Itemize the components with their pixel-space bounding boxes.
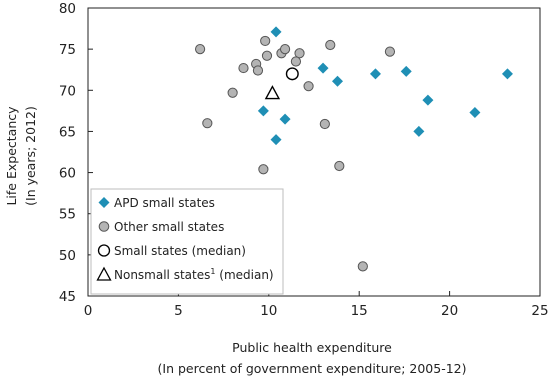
other-small-state-point [227, 87, 238, 98]
legend: APD small states Other small states Smal… [90, 188, 284, 295]
tick-labels: 0 5 10 15 20 25 45 50 55 60 65 70 75 80 [59, 1, 549, 319]
y-tick-label: 65 [59, 124, 76, 140]
apd-small-state-point [369, 68, 381, 80]
x-tick-label: 15 [351, 303, 368, 319]
legend-item-nonsmall-states-median: Nonsmall states1 (median) [96, 266, 274, 282]
axes [87, 7, 541, 297]
other-small-state-point [260, 35, 271, 47]
y-tick-label: 70 [59, 83, 76, 99]
other-small-state-point [319, 118, 330, 130]
other-small-state-point [258, 164, 269, 175]
legend-label-superscript: 1 [210, 267, 215, 276]
other-small-state-point [261, 50, 273, 61]
other-small-state-point [202, 118, 213, 129]
y-tick-label: 75 [59, 42, 76, 58]
other-small-state-point [252, 65, 264, 76]
apd-small-state-point [400, 65, 412, 77]
nonsmall-states-median-point [264, 85, 281, 100]
apd-small-state-point [422, 94, 434, 106]
other-small-state-point [325, 39, 336, 51]
legend-label-main: Nonsmall states [114, 268, 210, 282]
other-small-state-point [334, 160, 345, 172]
x-tick-label: 10 [260, 303, 277, 319]
other-small-state-point [279, 44, 291, 55]
apd-small-state-point [317, 62, 329, 74]
y-axis-sublabel: (In years; 2012) [23, 106, 38, 206]
y-tick-label: 80 [59, 1, 76, 17]
y-axis-label: Life Expectancy [4, 106, 19, 206]
plot-frame [87, 7, 541, 297]
other-small-state-point [290, 56, 302, 67]
other-small-state-point [238, 62, 249, 74]
legend-label: Nonsmall states1 (median) [114, 267, 274, 282]
x-axis-sublabel: (In percent of government expenditure; 2… [158, 361, 467, 376]
other-small-state-point [294, 48, 305, 59]
x-tick-label: 5 [174, 303, 183, 319]
data-markers [194, 26, 513, 272]
legend-label-suffix: (median) [215, 268, 273, 282]
legend-label: Small states (median) [114, 244, 246, 258]
y-tick-label: 50 [59, 248, 76, 264]
x-tick-label: 0 [84, 303, 93, 319]
other-small-state-point [357, 261, 368, 272]
apd-small-state-point [270, 134, 282, 146]
diamond-marker-icon [98, 197, 110, 208]
apd-small-state-point [279, 113, 291, 125]
other-small-state-point [303, 81, 314, 92]
other-small-state-point [194, 44, 206, 55]
open-triangle-marker-icon [96, 266, 112, 281]
legend-box [90, 188, 284, 295]
open-circle-marker-icon [97, 244, 111, 257]
x-axis-label: Public health expenditure [232, 340, 392, 355]
legend-label: APD small states [114, 196, 215, 210]
small-states-median-point [285, 67, 299, 81]
y-tick-label: 55 [59, 207, 76, 223]
legend-item-other-small-states: Other small states [98, 220, 224, 234]
x-tick-label: 20 [441, 303, 458, 319]
legend-item-apd-small-states: APD small states [98, 196, 215, 210]
apd-small-state-point [257, 105, 269, 117]
apd-small-state-point [413, 125, 425, 137]
apd-small-state-point [332, 75, 344, 87]
legend-item-small-states-median: Small states (median) [97, 244, 246, 258]
gray-circle-marker-icon [98, 221, 110, 232]
apd-small-state-point [270, 26, 282, 38]
apd-small-state-point [469, 107, 481, 119]
other-small-state-point [384, 46, 396, 57]
x-tick-label: 25 [531, 303, 548, 319]
apd-small-state-point [501, 68, 513, 80]
y-tick-label: 45 [59, 289, 76, 305]
legend-label: Other small states [114, 220, 224, 234]
y-tick-label: 60 [59, 166, 76, 182]
